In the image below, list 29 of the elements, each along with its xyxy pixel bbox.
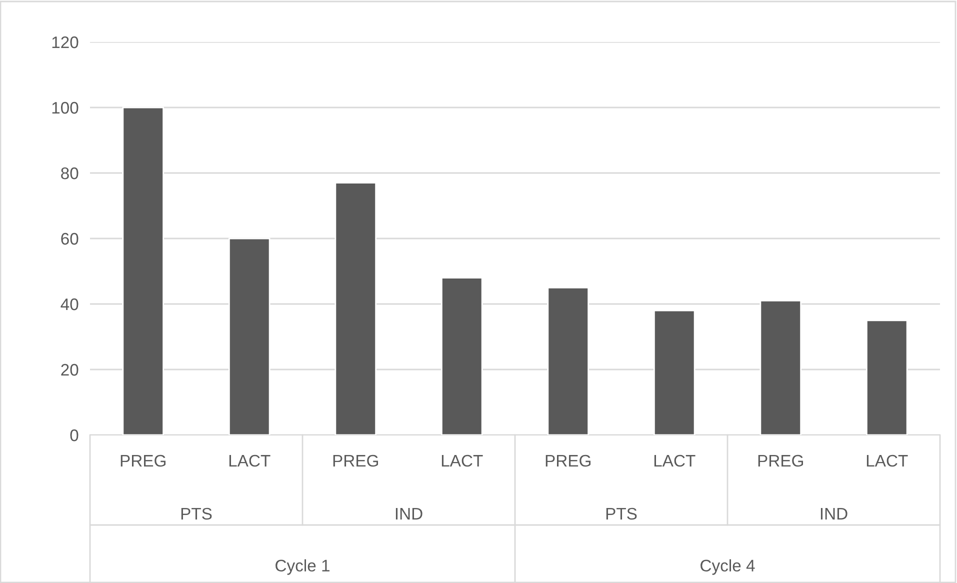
bar [866,320,908,435]
bar [760,300,802,435]
y-tick-label: 20 [61,364,78,376]
x-tick-label: LACT [866,454,908,467]
bar [334,182,377,435]
y-tick-label: 120 [52,36,78,48]
text: Cycle 4 [700,559,755,575]
y-tick-label: 0 [70,429,78,442]
bar [653,310,696,435]
text: PTS [606,508,637,520]
x-tick-label: PREG [120,454,166,467]
y-tick-label: 40 [60,298,78,310]
text: IND [820,508,848,520]
text: IND [396,508,422,520]
bar [547,286,590,435]
y-tick-label: 60 [61,232,78,245]
y-tick-label: 80 [61,167,78,180]
x-tick-label: PREG [546,454,590,467]
x-tick-label: PREG [333,454,378,467]
y-tick-label: 100 [52,102,78,114]
bar [228,238,270,435]
text: PTS [181,508,212,520]
x-tick-label: PREG [758,454,803,467]
bar [122,106,164,435]
bar [440,277,483,435]
x-tick-label: LACT [442,454,483,467]
x-tick-label: LACT [229,454,270,467]
x-tick-label: LACT [654,454,696,467]
text: Cycle 1 [276,559,330,575]
